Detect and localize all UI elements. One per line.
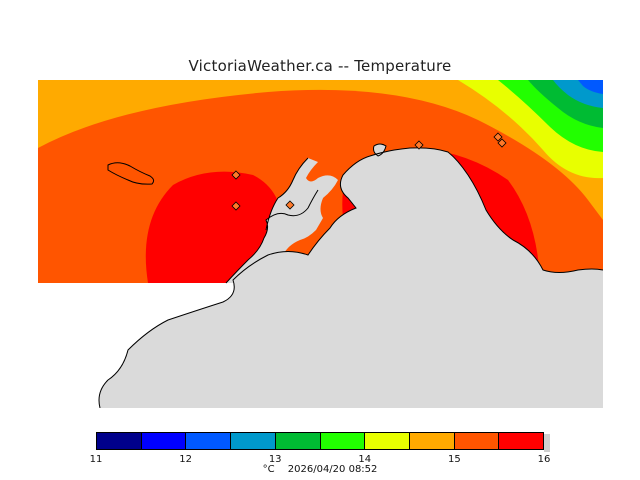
legend-tick-label: 12 <box>179 454 192 465</box>
legend-tick-label: 13 <box>268 454 282 465</box>
map-footer: °C 2026/04/20 08:52 <box>0 464 640 475</box>
map-title: VictoriaWeather.ca -- Temperature <box>188 57 452 75</box>
legend-swatch <box>365 433 410 449</box>
legend-swatch <box>97 433 142 449</box>
temperature-map <box>38 80 603 408</box>
legend-tick-label: 11 <box>89 454 103 465</box>
station-marker <box>497 138 507 148</box>
coastline <box>98 147 603 408</box>
island-northwest <box>107 162 155 185</box>
legend-swatch <box>454 433 500 449</box>
station-marker <box>285 200 295 210</box>
station-marker <box>231 170 241 180</box>
land-mainland <box>99 147 603 408</box>
legend-shadow <box>544 434 550 452</box>
legend-swatch <box>409 433 455 449</box>
legend-swatch <box>320 433 366 449</box>
legend-swatch <box>186 433 232 449</box>
legend-swatch <box>275 433 321 449</box>
color-legend: 11 12 13 14 15 16 <box>90 432 556 472</box>
station-marker <box>493 132 503 142</box>
field-band-16-west <box>145 171 283 283</box>
unit-label: °C <box>262 464 275 475</box>
timestamp: 2026/04/20 08:52 <box>287 464 378 475</box>
legend-tick-label: 16 <box>537 454 551 465</box>
land-peninsula <box>266 158 338 230</box>
field-band-11-5 <box>578 80 603 94</box>
legend-bar <box>96 432 544 450</box>
coastline-west <box>225 157 319 284</box>
legend-swatch <box>499 433 544 449</box>
land-west-shore <box>226 190 323 283</box>
legend-tick-label: 15 <box>448 454 461 465</box>
station-marker <box>414 140 424 150</box>
legend-tick-label: 14 <box>358 454 372 465</box>
station-markers <box>231 132 507 211</box>
station-marker <box>231 201 241 211</box>
legend-swatch <box>141 433 187 449</box>
legend-swatch <box>231 433 276 449</box>
